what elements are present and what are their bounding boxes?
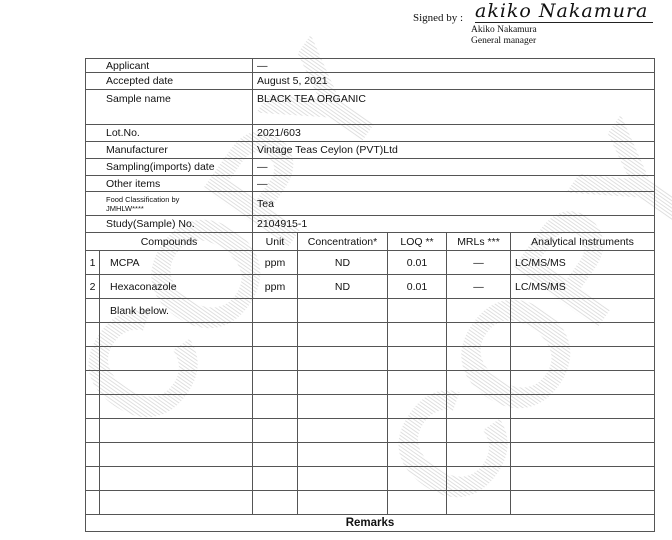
info-value: Vintage Teas Ceylon (PVT)Ltd	[252, 141, 655, 159]
table-row: 1 MCPA ppm ND 0.01 — LC/MS/MS	[85, 250, 655, 275]
info-value: —	[252, 58, 655, 73]
unit: ppm	[252, 250, 298, 275]
info-value: —	[252, 175, 655, 192]
table-row: 2 Hexaconazole ppm ND 0.01 — LC/MS/MS	[85, 274, 655, 299]
info-value: BLACK TEA ORGANIC	[252, 89, 655, 125]
info-label: Other items	[85, 175, 253, 192]
header-mrls: MRLs ***	[446, 232, 511, 251]
instrument: LC/MS/MS	[510, 250, 655, 275]
signature-handwriting: akiko Nakamura	[475, 0, 653, 23]
info-label: Sampling(imports) date	[85, 158, 253, 176]
info-label: Sample name	[85, 89, 253, 125]
info-label: Study(Sample) No.	[85, 215, 253, 233]
row-number: 1	[85, 250, 100, 275]
concentration: ND	[297, 274, 388, 299]
signed-by-label: Signed by :	[413, 12, 464, 24]
info-row: Food Classification by JMHLW**** Tea	[85, 191, 655, 216]
empty-row	[85, 394, 655, 419]
sample-info-table: Applicant — Accepted date August 5, 2021 S…	[85, 58, 655, 233]
results-table: Compounds Unit Concentration* LOQ ** MRL…	[85, 232, 655, 532]
info-row: Applicant —	[85, 58, 655, 73]
table-row: Blank below.	[85, 298, 655, 323]
info-label: Manufacturer	[85, 141, 253, 159]
empty-row	[85, 370, 655, 395]
signer-name: Akiko Nakamura	[471, 25, 537, 35]
concentration: ND	[297, 250, 388, 275]
remarks-label: Remarks	[85, 514, 655, 532]
header-concentration: Concentration*	[297, 232, 388, 251]
signer-title: General manager	[471, 36, 537, 46]
empty-row	[85, 346, 655, 371]
remarks-row: Remarks	[85, 514, 655, 532]
empty-row	[85, 418, 655, 443]
blank-below-note: Blank below.	[99, 298, 253, 323]
mrl: —	[446, 250, 511, 275]
row-number: 2	[85, 274, 100, 299]
info-label: Applicant	[85, 58, 253, 73]
info-row: Other items —	[85, 175, 655, 192]
empty-row	[85, 466, 655, 491]
info-value: 2104915-1	[252, 215, 655, 233]
results-header: Compounds Unit Concentration* LOQ ** MRL…	[85, 232, 655, 251]
info-row: Manufacturer Vintage Teas Ceylon (PVT)Ltd	[85, 141, 655, 159]
info-row: Lot.No. 2021/603	[85, 124, 655, 142]
empty-row	[85, 490, 655, 515]
info-row: Sample name BLACK TEA ORGANIC	[85, 89, 655, 125]
loq: 0.01	[387, 250, 447, 275]
header-instruments: Analytical Instruments	[510, 232, 655, 251]
info-label: Accepted date	[85, 72, 253, 90]
info-label: Food Classification by JMHLW****	[106, 194, 180, 213]
header-compounds: Compounds	[85, 232, 253, 251]
empty-row	[85, 322, 655, 347]
mrl: —	[446, 274, 511, 299]
unit: ppm	[252, 274, 298, 299]
info-value: —	[252, 158, 655, 176]
info-row: Study(Sample) No. 2104915-1	[85, 215, 655, 233]
instrument: LC/MS/MS	[510, 274, 655, 299]
info-value: Tea	[252, 191, 655, 216]
info-value: August 5, 2021	[252, 72, 655, 90]
info-label: Lot.No.	[85, 124, 253, 142]
empty-row	[85, 442, 655, 467]
info-row: Accepted date August 5, 2021	[85, 72, 655, 90]
header-loq: LOQ **	[387, 232, 447, 251]
header-unit: Unit	[252, 232, 298, 251]
compound: MCPA	[99, 250, 253, 275]
info-row: Sampling(imports) date —	[85, 158, 655, 176]
info-value: 2021/603	[252, 124, 655, 142]
loq: 0.01	[387, 274, 447, 299]
compound: Hexaconazole	[99, 274, 253, 299]
